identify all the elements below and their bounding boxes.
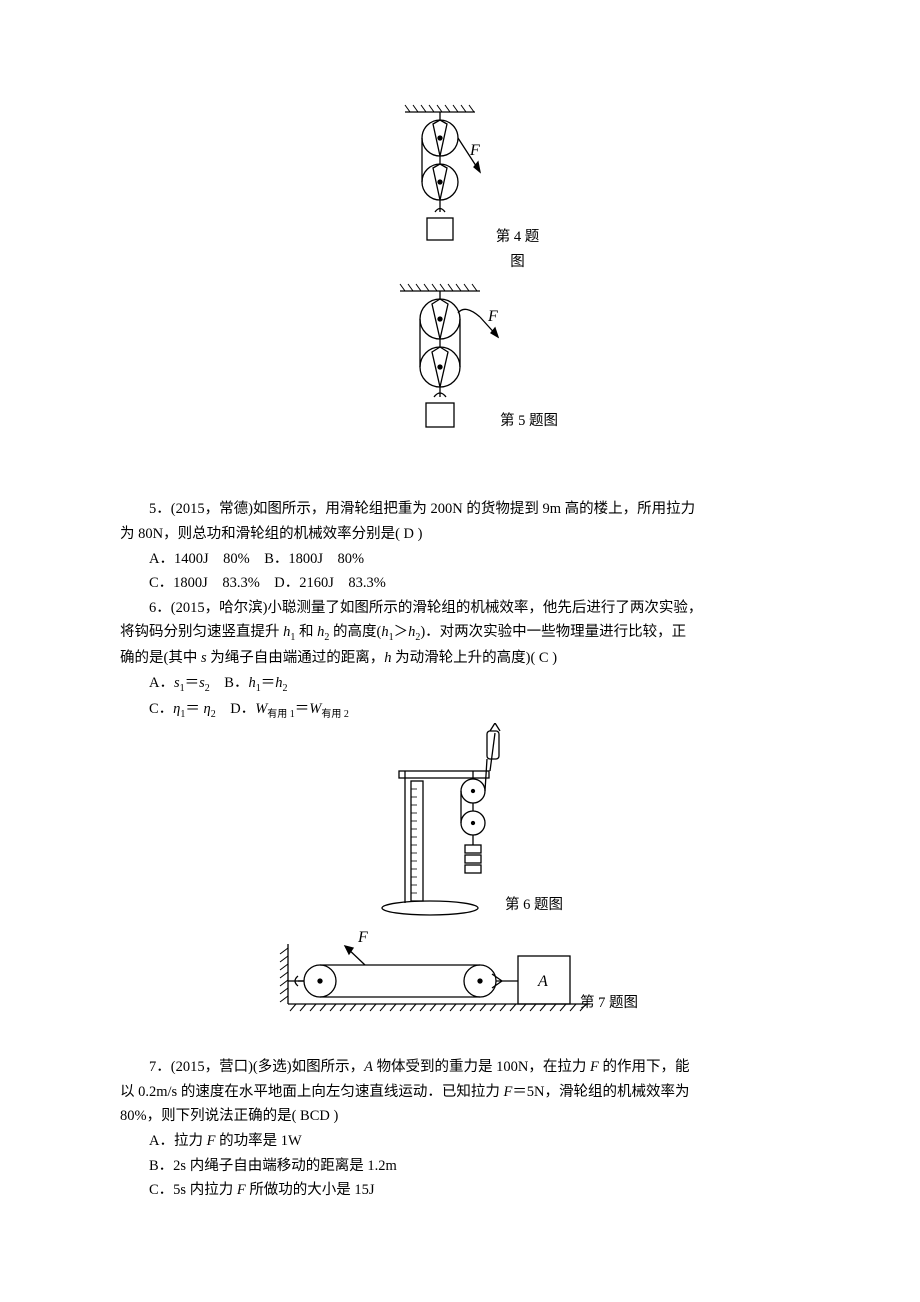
q5-options-ab: A．1400J 80% B．1800J 80% (120, 547, 800, 572)
q7-option-a: A．拉力 F 的功率是 1W (120, 1129, 800, 1154)
figure-7-block-label: A (537, 973, 548, 990)
figure-5-block: F 第 5 题图 (120, 279, 800, 458)
q7-text: 7．(2015，营口)(多选)如图所示， (149, 1059, 364, 1075)
q7-optA-post: 的功率是 1W (215, 1133, 301, 1149)
q7-text: 以 0.2m/s 的速度在水平地面上向左匀速直线运动．已知拉力 (120, 1084, 503, 1100)
q7-A: A (364, 1059, 373, 1075)
q6-optB-pre: B． (210, 675, 249, 691)
figure-7-force-label: F (357, 929, 368, 946)
q6-optD-w1: W (255, 701, 267, 717)
q6-options-ab: A．s1＝s2 B．h1＝h2 (120, 671, 800, 697)
q7-option-b: B．2s 内绳子自由端移动的距离是 1.2m (120, 1154, 800, 1179)
q7-optA-pre: A．拉力 (149, 1133, 207, 1149)
q6-text: )．对两次实验中一些物理量进行比较，正 (420, 624, 686, 640)
q7-text: 物体受到的重力是 100N，在拉力 (373, 1059, 590, 1075)
q6-h1b: h (381, 624, 388, 640)
q6-h: h (384, 650, 391, 666)
q7-F2: F (503, 1084, 512, 1100)
q5-stem-line1: 5．(2015，常德)如图所示，用滑轮组把重为 200N 的货物提到 9m 高的… (120, 497, 800, 522)
q6-text: 的高度( (329, 624, 381, 640)
figure-5-caption: 第 5 题图 (500, 409, 558, 434)
q6-stem-line2: 将钩码分别匀速竖直提升 h1 和 h2 的高度(h1＞h2)．对两次实验中一些物… (120, 620, 800, 646)
figure-6-caption: 第 6 题图 (505, 893, 563, 918)
figure-6-block: 第 6 题图 (120, 723, 800, 932)
figure-7-block: F A 第 7 题图 (120, 926, 800, 1030)
q7-stem-line1: 7．(2015，营口)(多选)如图所示，A 物体受到的重力是 100N，在拉力 … (120, 1055, 800, 1080)
q6-text: 和 (295, 624, 317, 640)
q7-F: F (590, 1059, 599, 1075)
q5-stem-line2: 为 80N，则总功和滑轮组的机械效率分别是( D ) (120, 522, 800, 547)
q7-stem-line2: 以 0.2m/s 的速度在水平地面上向左匀速直线运动．已知拉力 F＝5N，滑轮组… (120, 1080, 800, 1105)
q6-optB-eq: ＝ (261, 675, 276, 691)
q7-optC-pre: C．5s 内拉力 (149, 1182, 237, 1198)
q6-optA-pre: A． (149, 675, 174, 691)
figure-7-caption: 第 7 题图 (580, 991, 638, 1016)
q6-optC-eq: ＝ (185, 701, 203, 717)
q6-optD-w2s: 有用 2 (321, 709, 349, 720)
q6-options-cd: C．η1＝ η2 D．W有用 1＝W有用 2 (120, 697, 800, 723)
q7-option-c: C．5s 内拉力 F 所做功的大小是 15J (120, 1178, 800, 1203)
q6-text: 将钩码分别匀速竖直提升 (120, 624, 283, 640)
q7-text: 的作用下，能 (599, 1059, 690, 1075)
figure-4-block: F 第 4 题图 (120, 100, 800, 279)
figure-5-force-label: F (487, 308, 498, 325)
q6-optD-w1s: 有用 1 (267, 709, 295, 720)
q6-optC-pre: C． (149, 701, 173, 717)
q6-optD-w2: W (309, 701, 321, 717)
q6-optD-eq: ＝ (295, 701, 310, 717)
q7-optC-post: 所做功的大小是 15J (246, 1182, 375, 1198)
q6-optB-h2s: 2 (282, 683, 287, 694)
q7-optC-F: F (237, 1182, 246, 1198)
q6-optB-h1: h (248, 675, 255, 691)
q6-text: 为动滑轮上升的高度)( C ) (392, 650, 558, 666)
q6-stem-line1: 6．(2015，哈尔滨)小聪测量了如图所示的滑轮组的机械效率，他先后进行了两次实… (120, 596, 800, 621)
q6-optC-n2: η (204, 701, 211, 717)
q6-text: 确的是(其中 (120, 650, 201, 666)
q7-stem-line3: 80%，则下列说法正确的是( BCD ) (120, 1104, 800, 1129)
q7-text: ＝5N，滑轮组的机械效率为 (512, 1084, 689, 1100)
q6-gt: ＞ (394, 624, 409, 640)
q6-optD-pre: D． (216, 701, 255, 717)
figure-4-force-label: F (469, 142, 480, 159)
q5-options-cd: C．1800J 83.3% D．2160J 83.3% (120, 571, 800, 596)
q6-optA-eq: ＝ (185, 675, 200, 691)
q6-text: 为绳子自由端通过的距离， (207, 650, 385, 666)
q6-stem-line3: 确的是(其中 s 为绳子自由端通过的距离，h 为动滑轮上升的高度)( C ) (120, 646, 800, 671)
figure-4-caption: 第 4 题图 (490, 225, 545, 274)
